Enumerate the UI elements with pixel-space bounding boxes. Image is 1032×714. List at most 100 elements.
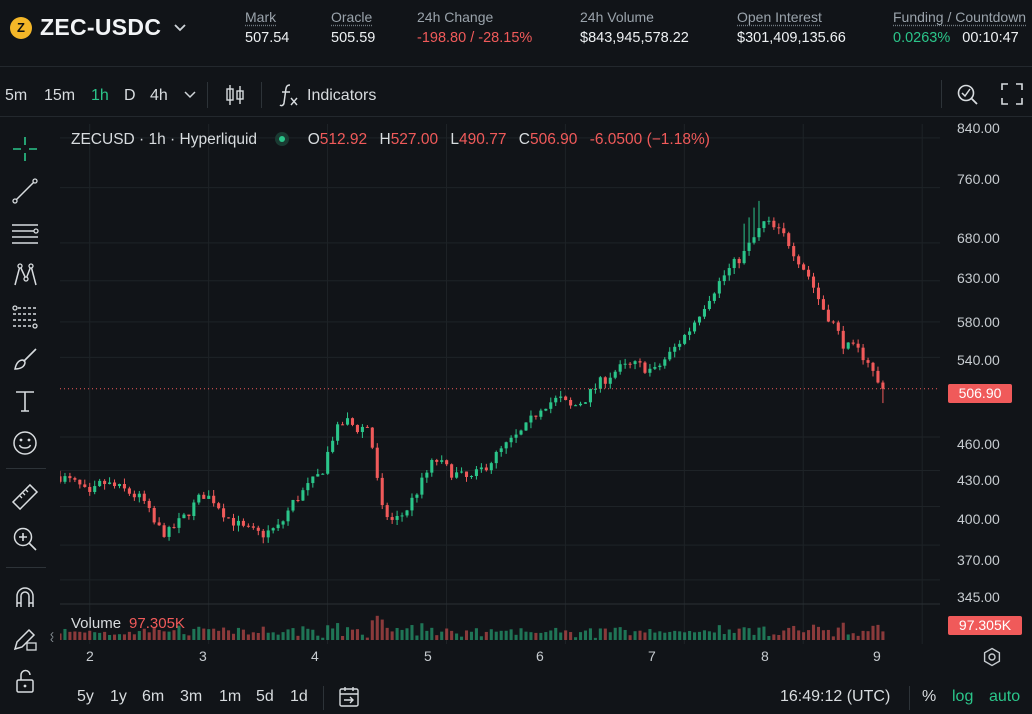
candle-body (286, 510, 290, 522)
auto-scale-toggle[interactable]: auto (989, 688, 1021, 705)
close-label: C (518, 131, 530, 148)
candle-body (142, 493, 146, 501)
collapse-chevron-icon[interactable]: ‹ (50, 627, 54, 641)
stat-label[interactable]: Oracle (331, 9, 373, 25)
candle-body (663, 359, 667, 366)
percent-scale-toggle[interactable]: % (922, 688, 937, 705)
candle-body (415, 494, 419, 498)
chart-toolbar: 5m 15m 1h D 4h Indicators (0, 74, 1032, 117)
candle-body (826, 309, 830, 322)
divider (6, 468, 46, 469)
range-5y[interactable]: 5y (77, 688, 94, 705)
magnet-tool[interactable] (8, 580, 42, 614)
fibonacci-icon (12, 305, 38, 329)
high-value: 527.00 (390, 131, 439, 148)
horizontal-lines-tool[interactable] (8, 216, 42, 250)
volume-bar (549, 630, 553, 640)
stat-label[interactable]: Open Interest (737, 9, 822, 25)
volume-bar (876, 624, 880, 640)
candle-body (276, 524, 280, 529)
range-1d[interactable]: 1d (290, 688, 308, 705)
fullscreen-icon[interactable] (1001, 83, 1023, 105)
go-to-date-icon[interactable] (337, 685, 361, 709)
range-1m[interactable]: 1m (219, 688, 242, 705)
emoji-tool[interactable] (8, 426, 42, 460)
stat-value: 505.59 (331, 30, 376, 46)
indicators-fx-icon[interactable] (278, 83, 300, 107)
fib-tool[interactable] (8, 300, 42, 334)
zoom-tool[interactable] (8, 522, 42, 556)
volume-bar (683, 632, 687, 640)
quick-search-icon[interactable] (956, 82, 980, 106)
candle-type-icon[interactable] (225, 84, 245, 106)
lock-tool[interactable] (8, 664, 42, 698)
range-3m[interactable]: 3m (180, 688, 203, 705)
magnet-icon (16, 587, 34, 607)
y-tick: 540.00 (957, 352, 1000, 368)
price-chart[interactable] (60, 124, 940, 644)
close-value: 506.90 (529, 131, 578, 148)
volume-bar (678, 631, 682, 640)
expand-chevron-icon[interactable]: ‹ (50, 632, 54, 646)
candle-body (212, 495, 216, 504)
stat-label[interactable]: Mark (245, 9, 277, 25)
volume-bar (137, 631, 141, 640)
pattern-tool[interactable] (8, 258, 42, 292)
crosshair-tool[interactable] (8, 132, 42, 166)
volume-bar (78, 631, 82, 640)
range-1y[interactable]: 1y (110, 688, 127, 705)
range-6m[interactable]: 6m (142, 688, 165, 705)
symbol-info[interactable]: ZECUSD · 1h · Hyperliquid (71, 131, 258, 148)
volume-bar (529, 632, 533, 640)
pair-selector[interactable]: Z ZEC-USDC (10, 14, 187, 41)
chart-settings-icon[interactable] (982, 647, 1002, 667)
volume-bar (722, 634, 726, 640)
draw-mode-tool[interactable] (8, 622, 42, 656)
candle-body (83, 484, 87, 487)
smiley-icon (13, 431, 37, 455)
volume-bar (132, 634, 136, 640)
candle-body (132, 493, 136, 498)
change-value: -6.0500 (−1.18%) (589, 131, 710, 148)
chevron-down-icon[interactable] (173, 23, 187, 33)
candle-body (688, 331, 692, 335)
candle-body (231, 517, 236, 526)
y-tick: 760.00 (957, 171, 1000, 187)
volume-bar (222, 627, 226, 640)
candle-body (866, 360, 870, 363)
volume-bar (122, 634, 126, 640)
stat-label[interactable]: Funding / Countdown (893, 9, 1027, 25)
candle-body (524, 422, 528, 431)
volume-bar (98, 632, 102, 640)
timeframe-5m[interactable]: 5m (5, 87, 28, 104)
trendline-tool[interactable] (8, 174, 42, 208)
candle-body (385, 505, 389, 518)
indicators-button[interactable]: Indicators (307, 87, 377, 104)
brush-tool[interactable] (8, 342, 42, 376)
candle-body (841, 330, 845, 349)
text-tool[interactable] (8, 384, 42, 418)
volume-bar (658, 631, 662, 640)
range-5d[interactable]: 5d (256, 688, 274, 705)
pair-name[interactable]: ZEC-USDC (40, 14, 162, 40)
y-tick: 370.00 (957, 552, 1000, 568)
zoom-in-icon (13, 527, 37, 551)
volume-bar (415, 635, 419, 640)
price-axis[interactable]: 840.00 760.00 680.00 630.00 580.00 540.0… (945, 120, 1032, 640)
measure-tool[interactable] (8, 480, 42, 514)
candle-body (623, 363, 627, 365)
log-scale-toggle[interactable]: log (952, 688, 974, 705)
volume-bar (499, 630, 503, 640)
timeframe-15m[interactable]: 15m (44, 87, 76, 104)
candle-body (182, 514, 186, 519)
timeframe-4h[interactable]: 4h (150, 87, 168, 104)
candle-body (499, 448, 503, 452)
utc-clock[interactable]: 16:49:12 (UTC) (780, 688, 891, 705)
timeframe-1h[interactable]: 1h (91, 87, 109, 104)
volume-label[interactable]: Volume (71, 615, 122, 632)
volume-bar (544, 632, 548, 640)
volume-bar (147, 632, 151, 640)
timeframe-chevron-icon[interactable] (184, 91, 196, 99)
candle-body (108, 482, 112, 485)
timeframe-d[interactable]: D (124, 87, 136, 104)
